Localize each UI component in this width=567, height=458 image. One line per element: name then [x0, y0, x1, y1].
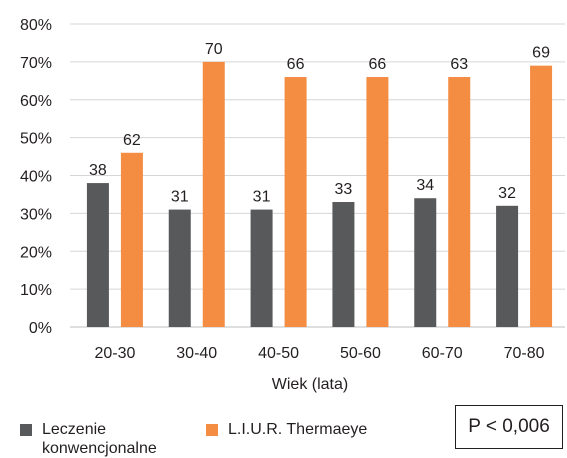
- x-tick-label: 70-80: [504, 345, 545, 362]
- bar-series-1: [530, 65, 553, 327]
- bar-series-0: [496, 205, 519, 327]
- bar-series-1: [448, 77, 471, 328]
- y-tick-label: 40%: [20, 169, 52, 186]
- data-label-series-1: 62: [123, 132, 141, 149]
- x-axis-ticks: 20-30 30-40 40-50 50-60 60-70 70-80: [94, 345, 544, 362]
- bar-series-1: [120, 152, 143, 327]
- data-label-series-1: 70: [205, 41, 223, 58]
- x-axis-label: Wiek (lata): [272, 376, 348, 393]
- x-tick-label: 50-60: [340, 345, 381, 362]
- y-tick-label: 50%: [20, 131, 52, 148]
- y-tick-label: 0%: [29, 320, 52, 337]
- data-label-series-0: 32: [498, 185, 516, 202]
- bar-series-1: [366, 77, 389, 328]
- data-label-series-1: 66: [369, 56, 387, 73]
- grid-lines: [70, 23, 565, 328]
- x-tick-label: 40-50: [258, 345, 299, 362]
- legend-swatch-series-1: [206, 424, 218, 436]
- legend-label-series-0: Leczenie konwencjonalne: [42, 421, 157, 457]
- y-tick-label: 60%: [20, 93, 52, 110]
- bar-chart: 0%10%20%30%40%50%60%70%80% 3862317031663…: [20, 17, 565, 393]
- bar-series-0: [168, 209, 191, 327]
- data-label-series-0: 38: [89, 162, 107, 179]
- y-tick-label: 10%: [20, 282, 52, 299]
- x-tick-label: 30-40: [176, 345, 217, 362]
- data-label-series-0: 34: [416, 177, 434, 194]
- bar-series-0: [86, 183, 109, 327]
- bars: [86, 61, 553, 328]
- data-label-series-1: 69: [532, 45, 550, 62]
- data-label-series-0: 31: [171, 189, 189, 206]
- legend-label-series-1: L.I.U.R. Thermaeye: [228, 421, 368, 438]
- bar-series-1: [284, 77, 307, 328]
- data-label-series-1: 63: [450, 56, 468, 73]
- p-value-label: P < 0,006: [468, 416, 550, 437]
- bar-series-1: [202, 61, 225, 327]
- bar-series-0: [332, 202, 355, 327]
- data-labels: 38 62 31 70 31 66 33 66 34 63 32 69: [89, 41, 550, 206]
- x-tick-label: 20-30: [94, 345, 135, 362]
- p-value-box: P < 0,006: [455, 405, 563, 449]
- bar-series-0: [414, 198, 437, 327]
- y-tick-label: 20%: [20, 244, 52, 261]
- legend-swatch-series-0: [20, 424, 32, 436]
- data-label-series-0: 33: [335, 181, 353, 198]
- legend-item-series-1: L.I.U.R. Thermaeye: [206, 420, 367, 439]
- legend-item-series-0: Leczenie konwencjonalne: [20, 420, 180, 458]
- data-label-series-1: 66: [287, 56, 305, 73]
- y-tick-label: 30%: [20, 206, 52, 223]
- y-axis-ticks: 0% 10% 20% 30% 40% 50% 60% 70% 80%: [20, 17, 52, 337]
- y-tick-label: 80%: [20, 17, 52, 34]
- y-tick-label: 70%: [20, 55, 52, 72]
- bar-series-0: [250, 209, 273, 327]
- data-label-series-0: 31: [253, 189, 271, 206]
- x-tick-label: 60-70: [422, 345, 463, 362]
